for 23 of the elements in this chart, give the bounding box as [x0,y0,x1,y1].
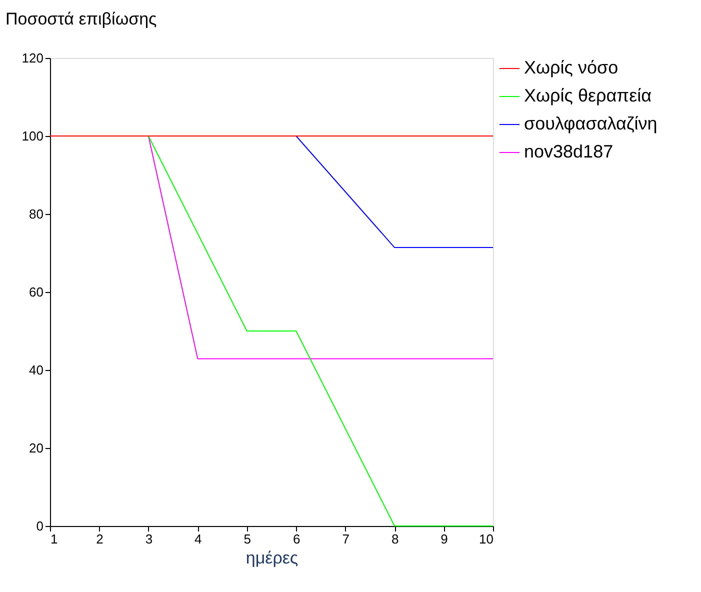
x-tick-label: 1 [50,532,58,546]
x-tick-label: 10 [479,532,494,546]
y-tick-label: 0 [36,518,44,534]
legend-label: σουλφασαλαζίνη [524,114,658,134]
y-tick-label: 40 [29,362,44,378]
y-tick-label: 20 [29,440,44,456]
x-axis-title: ημέρες [246,548,298,568]
x-tick-label: 3 [145,532,153,546]
x-tick-label: 6 [292,532,300,546]
y-tick-label: 100 [22,128,44,144]
y-tick-label: 60 [29,284,44,300]
legend-label: Χωρίς νόσο [524,58,618,78]
x-tick-label: 8 [391,532,399,546]
y-tick-label: 120 [22,50,44,66]
legend-label: Χωρίς θεραπεία [524,86,652,106]
x-tick-label: 7 [342,532,350,546]
x-tick-label: 2 [96,532,104,546]
x-tick-label: 9 [440,532,448,546]
x-tick-label: 5 [244,532,252,546]
legend-label: nov38d187 [524,142,614,162]
y-tick-label: 80 [29,206,44,222]
x-tick-label: 4 [194,532,202,546]
y-axis-title: Ποσοστά επιβίωσης [6,10,157,28]
